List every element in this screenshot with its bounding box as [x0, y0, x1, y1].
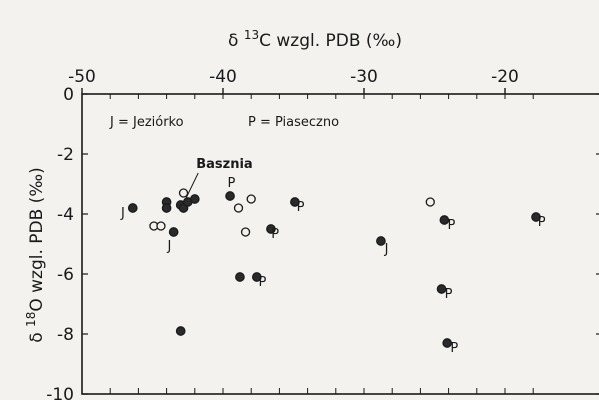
y-axis-ticks: 0 -2 -4 -6 -8 -10	[46, 85, 599, 400]
point-label: P	[228, 176, 236, 191]
x-axis-ticks: -50 -40 -30 -20	[68, 67, 534, 394]
y-tick-label: -2	[57, 145, 74, 165]
y-tick-label: -4	[57, 205, 74, 225]
data-point-open	[246, 194, 256, 204]
point-labels: J J J P P P P P P P P	[120, 176, 546, 356]
data-point-filled	[225, 191, 235, 201]
y-tick-label: 0	[63, 85, 74, 105]
point-label: P	[447, 218, 455, 233]
svg-text:δ 18O wzgl. PDB (‰): δ 18O wzgl. PDB (‰)	[24, 167, 47, 343]
x-tick-label: -40	[209, 67, 237, 87]
data-points	[127, 188, 541, 348]
data-point-open	[156, 221, 166, 231]
callout-leader-line	[185, 172, 199, 198]
point-label: J	[120, 206, 125, 221]
data-point-filled	[175, 326, 186, 336]
plot-frame	[81, 93, 599, 395]
point-label: P	[297, 200, 305, 215]
x-tick-label: -30	[350, 67, 378, 87]
x-axis-title: δ 13C wzgl. PDB (‰)	[228, 28, 402, 51]
legend-jeziorko: J = Jeziórko	[109, 115, 184, 130]
data-point-filled	[189, 194, 200, 204]
data-point-filled	[235, 272, 245, 282]
data-point-filled	[290, 197, 300, 207]
data-point-filled	[127, 203, 138, 213]
data-point-open	[240, 227, 251, 237]
data-point-filled	[439, 215, 450, 225]
data-point-filled	[251, 272, 262, 282]
svg-text:δ 13C wzgl. PDB (‰): δ 13C wzgl. PDB (‰)	[228, 28, 402, 51]
point-label: J	[166, 239, 171, 254]
point-label: P	[445, 287, 453, 302]
point-label: P	[259, 275, 267, 290]
y-tick-label: -10	[46, 385, 74, 400]
data-point-filled	[442, 338, 453, 348]
data-point-open	[425, 197, 435, 207]
data-point-filled	[436, 284, 447, 294]
data-point-filled	[531, 212, 541, 222]
data-point-open	[233, 203, 244, 213]
x-tick-label: -20	[491, 67, 519, 87]
legend-piaseczno: P = Piaseczno	[248, 115, 339, 130]
data-point-filled	[168, 227, 179, 237]
callout-basznia: Basznia	[196, 157, 252, 172]
y-axis-title: δ 18O wzgl. PDB (‰)	[24, 167, 47, 343]
point-label: P	[450, 341, 458, 356]
data-point-filled	[376, 236, 386, 246]
point-label: J	[384, 242, 389, 257]
data-point-filled	[161, 203, 172, 213]
point-label: P	[271, 227, 279, 242]
y-tick-label: -6	[57, 265, 74, 285]
point-label: P	[538, 215, 546, 230]
x-tick-label: -50	[68, 67, 96, 87]
data-point-filled	[266, 224, 276, 234]
y-tick-label: -8	[57, 325, 74, 345]
data-point-open	[178, 188, 189, 198]
